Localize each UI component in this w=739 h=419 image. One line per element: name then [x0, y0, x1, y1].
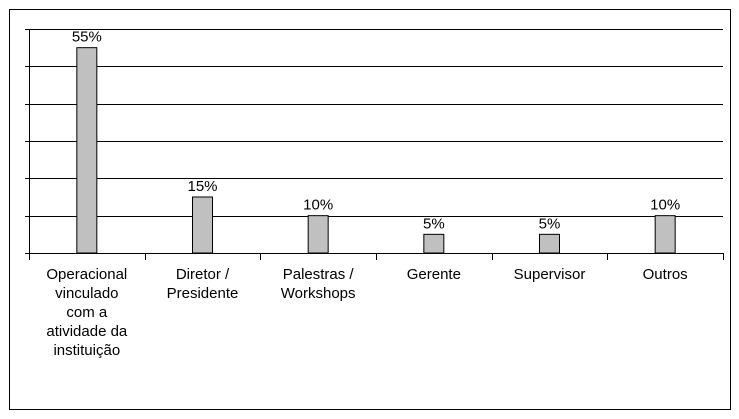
bar [539, 233, 560, 254]
x-tick-label: Operacional vinculado com a atividade da… [46, 266, 128, 359]
x-tick-label: Gerente [406, 266, 461, 283]
x-tick-label-box: Supervisor [513, 266, 586, 283]
data-label: 10% [650, 197, 680, 214]
x-tick-label-box: Palestras / Workshops [280, 266, 356, 302]
x-tick-label: Diretor / Presidente [166, 266, 239, 302]
chart-border [9, 9, 731, 410]
data-label: 10% [303, 197, 333, 214]
data-label: 55% [72, 29, 102, 46]
bar [307, 215, 329, 254]
x-tick-label-box: Outros [642, 266, 688, 283]
x-tick-label: Palestras / Workshops [280, 266, 356, 302]
x-tick-label-box: Diretor / Presidente [166, 266, 239, 302]
data-label: 5% [423, 215, 445, 232]
data-label: 5% [539, 215, 561, 232]
bar [654, 215, 676, 254]
x-tick-label-box: Operacional vinculado com a atividade da… [46, 266, 128, 359]
bar [76, 47, 98, 254]
x-tick-label-box: Gerente [406, 266, 461, 283]
x-tick-label: Outros [642, 266, 688, 283]
bar [423, 233, 445, 254]
bar [192, 196, 213, 254]
x-tick-label: Supervisor [513, 266, 586, 283]
data-label: 15% [187, 178, 217, 195]
